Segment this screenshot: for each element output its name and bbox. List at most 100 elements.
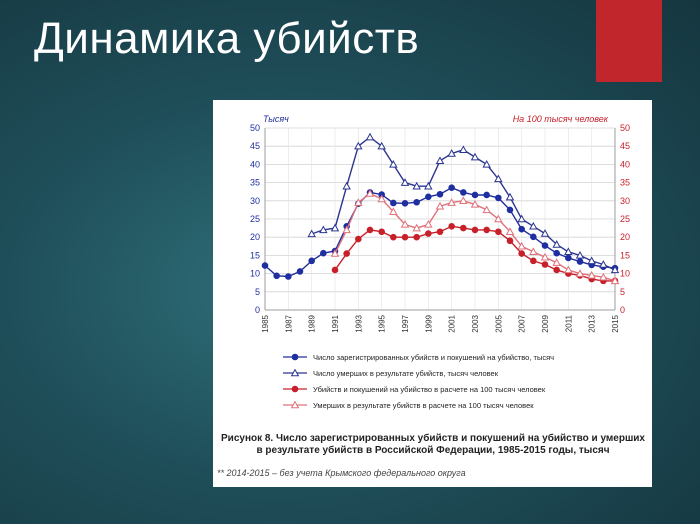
data-point [390, 233, 397, 241]
data-point [401, 233, 409, 241]
data-point [413, 198, 420, 206]
data-point [425, 193, 432, 201]
legend-label: Убийств и покушений на убийство в расчет… [313, 385, 546, 394]
data-point [470, 152, 480, 161]
x-tick-label: 1985 [261, 314, 270, 332]
data-point [506, 237, 514, 245]
x-tick-label: 1995 [378, 314, 387, 332]
right-axis-label: На 100 тысяч человек [513, 114, 609, 124]
y-tick-label-left: 10 [250, 269, 260, 279]
data-point [448, 222, 455, 230]
y-tick-label-left: 30 [250, 196, 260, 206]
data-point [355, 235, 362, 243]
data-point [390, 199, 397, 207]
y-tick-label-right: 40 [620, 159, 630, 169]
data-point [495, 228, 502, 236]
data-point [505, 227, 515, 235]
legend-label: Число умерших в результате убийств, тыся… [313, 369, 499, 378]
data-point [540, 229, 550, 237]
data-point [354, 141, 363, 150]
x-tick-label: 2013 [588, 314, 597, 332]
data-point [308, 257, 315, 265]
x-tick-label: 1991 [331, 314, 340, 332]
data-point [413, 233, 420, 241]
data-point [261, 262, 269, 269]
data-point [518, 250, 525, 257]
legend-label: Число зарегистрированных убийств и покуш… [313, 353, 554, 362]
data-point [471, 226, 479, 234]
x-tick-label: 2001 [448, 314, 457, 332]
data-point [553, 266, 560, 274]
data-point [494, 214, 503, 223]
legend-item: Число умерших в результате убийств, тыся… [283, 368, 499, 378]
data-point [330, 223, 340, 232]
data-point [354, 198, 363, 206]
x-tick-label: 2005 [494, 314, 503, 332]
data-point [296, 268, 304, 275]
series-1 [261, 184, 619, 280]
series-4 [330, 189, 620, 285]
data-point [610, 276, 620, 285]
x-tick-label: 2003 [471, 314, 480, 332]
line-chart: 0 0 5 5 10 10 15 15 20 20 25 25 30 30 35 35 40 40 45 45 50 50… [250, 114, 630, 410]
y-tick-label-right: 0 [620, 305, 625, 315]
data-point [541, 261, 549, 268]
data-point [587, 256, 596, 265]
data-point [529, 221, 538, 230]
grid-layer [264, 127, 616, 311]
data-point [412, 181, 421, 190]
slide-title: Динамика убийств [34, 14, 420, 63]
data-point [377, 141, 386, 150]
data-point [400, 220, 410, 228]
legend-item: Убийств и покушений на убийство в расчет… [283, 385, 546, 394]
data-point [599, 272, 608, 281]
data-point [401, 200, 409, 207]
x-tick-label: 2015 [611, 314, 620, 332]
data-point [459, 145, 468, 154]
y-tick-label-left: 5 [255, 287, 260, 297]
data-point [285, 273, 292, 280]
data-point [342, 225, 351, 234]
data-point [366, 226, 374, 234]
data-point [610, 265, 620, 274]
x-tick-label: 1989 [308, 314, 317, 332]
data-point [460, 189, 467, 196]
data-point [425, 230, 432, 237]
data-point [435, 156, 445, 164]
data-point [436, 228, 444, 236]
data-point [343, 250, 350, 257]
accent-decoration [596, 0, 662, 82]
data-point [587, 270, 596, 279]
legend-item: Число зарегистрированных убийств и покуш… [283, 353, 554, 362]
data-point [342, 181, 351, 190]
x-tick-label: 1993 [354, 314, 363, 332]
legend-marker [290, 400, 300, 409]
data-point [319, 225, 328, 234]
data-point [541, 242, 549, 249]
x-tick-label: 1999 [424, 314, 433, 332]
series-2 [307, 132, 620, 274]
data-point [436, 190, 444, 198]
y-tick-label-left: 20 [250, 232, 260, 242]
data-point [494, 174, 503, 183]
data-point [517, 214, 526, 223]
data-point [378, 228, 385, 236]
x-tick-label: 2009 [541, 314, 550, 332]
data-point [320, 249, 327, 257]
y-tick-label-right: 50 [620, 123, 630, 133]
data-point [564, 247, 573, 255]
data-point [506, 206, 514, 214]
data-point [435, 201, 445, 210]
data-point [518, 225, 525, 233]
data-point [273, 272, 280, 280]
y-tick-label-left: 0 [255, 305, 260, 315]
data-point [470, 200, 480, 208]
y-tick-label-right: 10 [620, 269, 630, 279]
series-layer [261, 132, 620, 285]
data-point [517, 241, 526, 250]
x-tick-label: 2007 [518, 314, 527, 332]
y-tick-label-left: 50 [250, 123, 260, 133]
data-point [565, 254, 572, 262]
data-point [389, 159, 398, 168]
data-point [540, 252, 550, 261]
